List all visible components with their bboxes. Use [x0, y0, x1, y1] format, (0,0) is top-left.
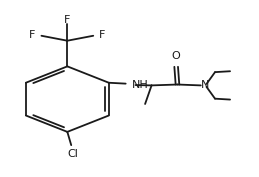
Text: NH: NH — [132, 80, 148, 90]
Text: F: F — [29, 30, 36, 40]
Text: F: F — [99, 30, 105, 40]
Text: F: F — [64, 15, 70, 25]
Text: N: N — [200, 80, 209, 90]
Text: Cl: Cl — [68, 149, 79, 159]
Text: O: O — [172, 51, 181, 61]
